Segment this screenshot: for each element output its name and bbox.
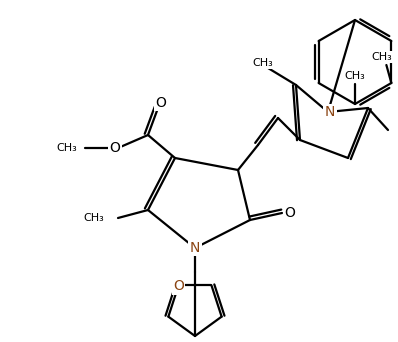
Text: CH₃: CH₃ (345, 71, 365, 81)
Text: CH₃: CH₃ (83, 213, 104, 223)
Text: O: O (285, 206, 295, 220)
Text: CH₃: CH₃ (253, 58, 273, 68)
Text: O: O (109, 141, 121, 155)
Text: O: O (173, 279, 184, 293)
Text: O: O (156, 96, 166, 110)
Text: CH₃: CH₃ (371, 52, 392, 62)
Text: N: N (190, 241, 200, 255)
Text: CH₃: CH₃ (56, 143, 77, 153)
Text: N: N (325, 105, 335, 119)
